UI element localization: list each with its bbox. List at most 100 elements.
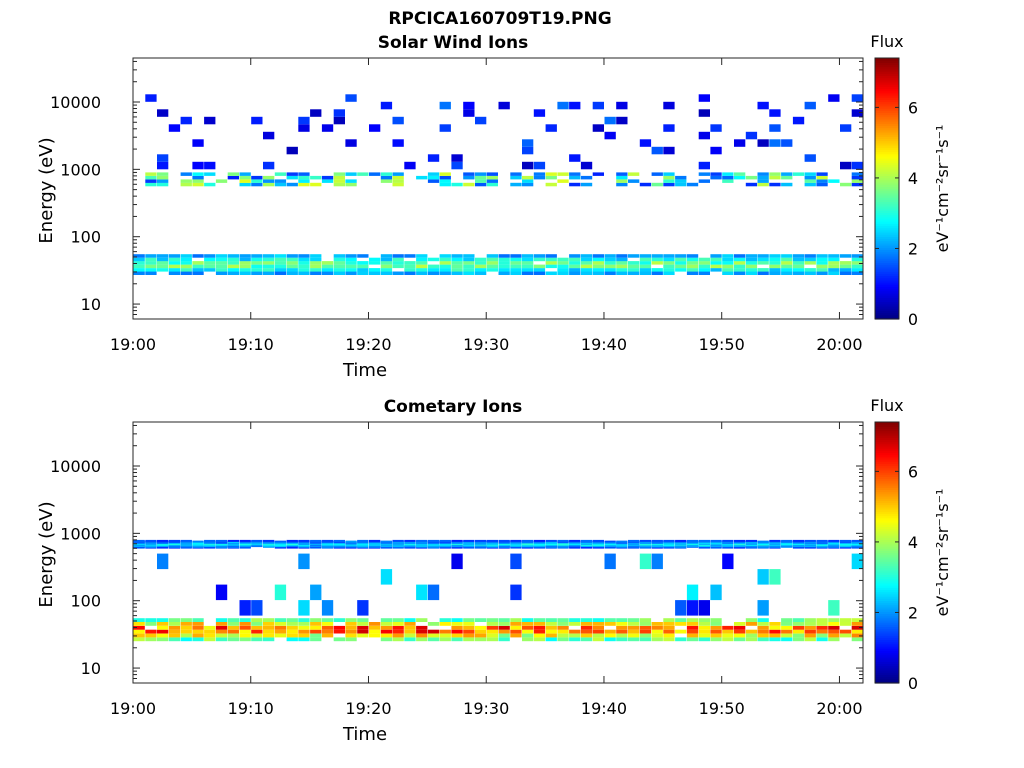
heatmap-cell [439, 124, 451, 132]
heatmap-cell [533, 254, 546, 258]
heatmap-cell [333, 116, 345, 125]
heatmap-cell [145, 539, 157, 542]
heatmap-cell [557, 257, 569, 262]
heatmap-cell [310, 182, 322, 187]
heatmap-cell [463, 172, 475, 176]
heatmap-cell [710, 622, 722, 626]
colorbar-swatch [875, 572, 899, 575]
heatmap-cell [522, 254, 534, 258]
colorbar-swatch [875, 600, 899, 604]
heatmap-cell [557, 637, 569, 642]
colorbar-swatch [875, 201, 899, 205]
heatmap-cell [345, 182, 357, 187]
heatmap-cell [734, 139, 746, 147]
heatmap-cell [828, 254, 840, 258]
colorbar-swatch [875, 160, 899, 163]
colorbar-swatch [875, 504, 899, 508]
heatmap-cell [804, 542, 816, 545]
colorbar-swatch [875, 184, 899, 187]
colorbar-swatch [875, 500, 899, 504]
heatmap-cell [416, 261, 428, 265]
heatmap-cell [357, 600, 369, 616]
heatmap-cell [192, 139, 204, 147]
heatmap-cell [263, 268, 275, 272]
heatmap-cell [616, 268, 628, 272]
heatmap-cell [427, 539, 440, 542]
heatmap-cell [604, 271, 616, 275]
colorbar-swatch [875, 205, 899, 209]
heatmap-cell [310, 268, 322, 272]
heatmap-cell [533, 175, 546, 180]
heatmap-cell [463, 109, 475, 117]
heatmap-cell [498, 271, 510, 275]
colorbar-swatch [875, 646, 899, 649]
figure-title: RPCICA160709T19.PNG [388, 9, 611, 29]
heatmap-cell [215, 257, 228, 262]
heatmap-cell [404, 629, 416, 634]
heatmap-cell [510, 182, 522, 187]
heatmap-cell [639, 257, 652, 262]
heatmap-cell [145, 254, 157, 258]
heatmap-cell [168, 254, 181, 258]
heatmap-cell [804, 179, 816, 183]
heatmap-cell [663, 625, 675, 630]
heatmap-cell [510, 271, 522, 275]
heatmap-cell [392, 116, 404, 125]
heatmap-cell [851, 622, 863, 626]
heatmap-cell [192, 271, 204, 275]
heatmap-cell [698, 637, 710, 642]
colorbar-swatch [875, 545, 899, 549]
heatmap-cell [580, 182, 593, 187]
colorbar-swatch [875, 129, 899, 133]
heatmap-cell [157, 172, 169, 176]
heatmap-cell [263, 629, 275, 634]
colorbar-title: Flux [870, 32, 903, 51]
colorbar-swatch [875, 491, 899, 495]
heatmap-cell [804, 625, 816, 630]
heatmap-cell [439, 637, 451, 642]
heatmap-cell [251, 261, 263, 265]
heatmap-cell [675, 179, 687, 183]
y-tick-label: 10000 [50, 457, 101, 476]
heatmap-cell [804, 622, 816, 626]
heatmap-cell [592, 257, 604, 262]
plot-frame [132, 421, 864, 684]
colorbar-swatch [875, 279, 899, 283]
colorbar-swatch [875, 648, 899, 651]
heatmap-cell [698, 629, 710, 634]
heatmap-cell [722, 629, 734, 634]
heatmap-cell [639, 268, 652, 272]
heatmap-cell [227, 539, 239, 542]
heatmap-cell [310, 584, 322, 601]
heatmap-cell [663, 629, 675, 634]
heatmap-cell [192, 629, 204, 634]
heatmap-cell [769, 175, 781, 180]
colorbar-swatch [875, 552, 899, 556]
heatmap-cell [545, 637, 557, 642]
heatmap-cell [439, 179, 451, 183]
heatmap-cell [251, 264, 263, 269]
heatmap-cell [286, 172, 298, 176]
heatmap-cell [263, 633, 275, 638]
heatmap-cell [439, 182, 451, 187]
heatmap-cell [498, 264, 510, 269]
colorbar-swatch [875, 136, 899, 140]
colorbar-swatch [875, 437, 899, 440]
heatmap-cell [804, 172, 816, 176]
heatmap-cell [180, 625, 192, 630]
heatmap-cell [463, 101, 475, 110]
heatmap-cell [357, 264, 369, 269]
heatmap-cell [427, 271, 440, 275]
heatmap-cell [239, 625, 251, 630]
heatmap-cell [369, 124, 381, 132]
heatmap-cell [840, 539, 852, 542]
heatmap-cell [451, 539, 463, 542]
heatmap-cell [686, 625, 699, 630]
colorbar-tick-label: 0 [908, 674, 918, 693]
y-axis-label: Energy (eV) [36, 501, 57, 607]
heatmap-cell [251, 257, 263, 262]
heatmap-cell [369, 622, 381, 626]
y-tick-label: 10 [81, 295, 101, 314]
heatmap-cell [286, 539, 298, 542]
colorbar-swatch [875, 94, 899, 98]
